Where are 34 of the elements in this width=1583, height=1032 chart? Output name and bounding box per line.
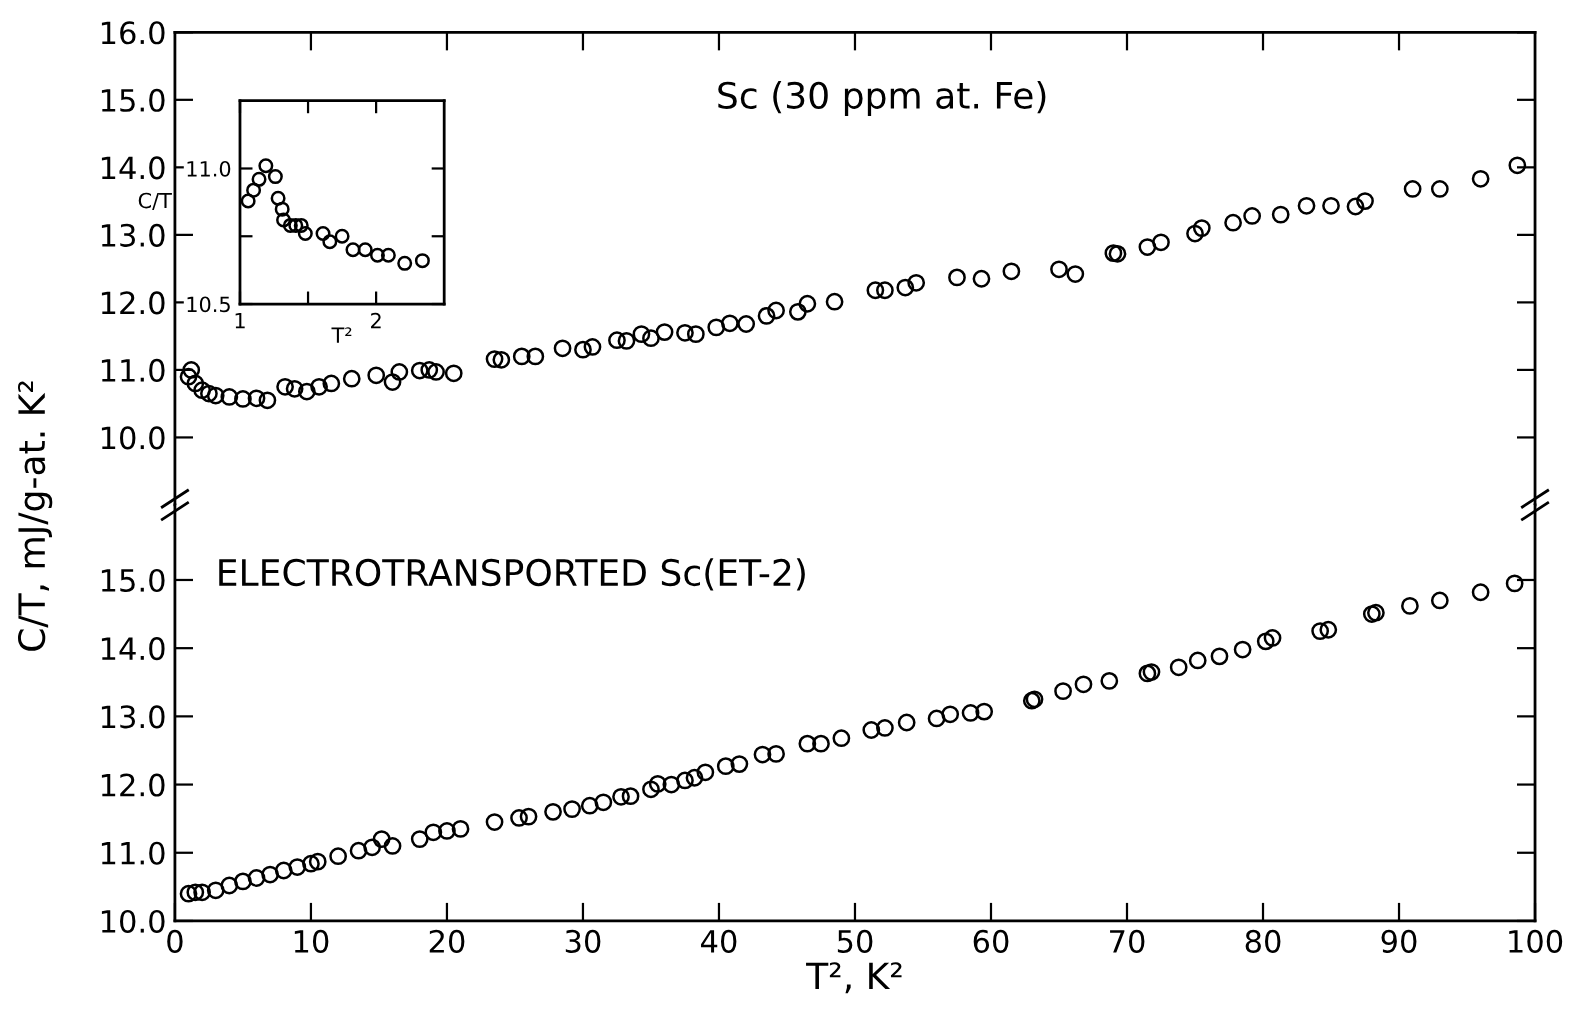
- y-tick-label: 12.0: [101, 291, 165, 315]
- y-tick-label: 11.0: [101, 358, 165, 382]
- x-tick-label: 70: [1110, 929, 1145, 953]
- y-tick-label: 14.0: [101, 156, 165, 180]
- y-tick-label: 10.0: [101, 909, 165, 933]
- x-tick-label: 80: [1245, 929, 1281, 953]
- y-tick-label: 16.0: [101, 21, 165, 45]
- y-tick-label: 12.0: [101, 773, 165, 797]
- x-tick-label: 30: [565, 929, 601, 953]
- annotation: Sc (30 ppm at. Fe): [718, 81, 1046, 116]
- y-axis-title: C/T: [138, 192, 172, 211]
- x-tick-label: 0: [167, 929, 183, 953]
- x-tick-label: 60: [973, 929, 1009, 953]
- x-tick-label: 20: [429, 929, 465, 953]
- x-tick-label: 2: [371, 312, 381, 329]
- x-axis-title: T², K²: [806, 962, 902, 994]
- annotation: ELECTROTRANSPORTED Sc(ET-2): [219, 558, 805, 591]
- x-tick-label: 40: [701, 929, 737, 953]
- y-tick-label: 10.5: [187, 296, 230, 313]
- y-tick-label: 10.0: [101, 426, 165, 450]
- y-tick-label: 14.0: [101, 637, 165, 661]
- x-axis-title: T²: [331, 327, 352, 343]
- x-tick-label: 100: [1509, 929, 1563, 953]
- y-tick-label: 13.0: [101, 705, 165, 729]
- y-tick-label: 11.0: [187, 160, 231, 177]
- y-tick-label: 13.0: [101, 223, 165, 247]
- y-axis-title: C/T, mJ/g-at. K²: [17, 381, 53, 651]
- y-tick-label: 11.0: [101, 841, 165, 865]
- x-tick-label: 50: [837, 929, 873, 953]
- x-tick-label: 10: [294, 929, 329, 953]
- y-tick-label: 15.0: [101, 568, 165, 593]
- x-tick-label: 90: [1381, 929, 1417, 953]
- x-tick-label: 1: [235, 313, 245, 329]
- y-tick-label: 15.0: [101, 88, 165, 112]
